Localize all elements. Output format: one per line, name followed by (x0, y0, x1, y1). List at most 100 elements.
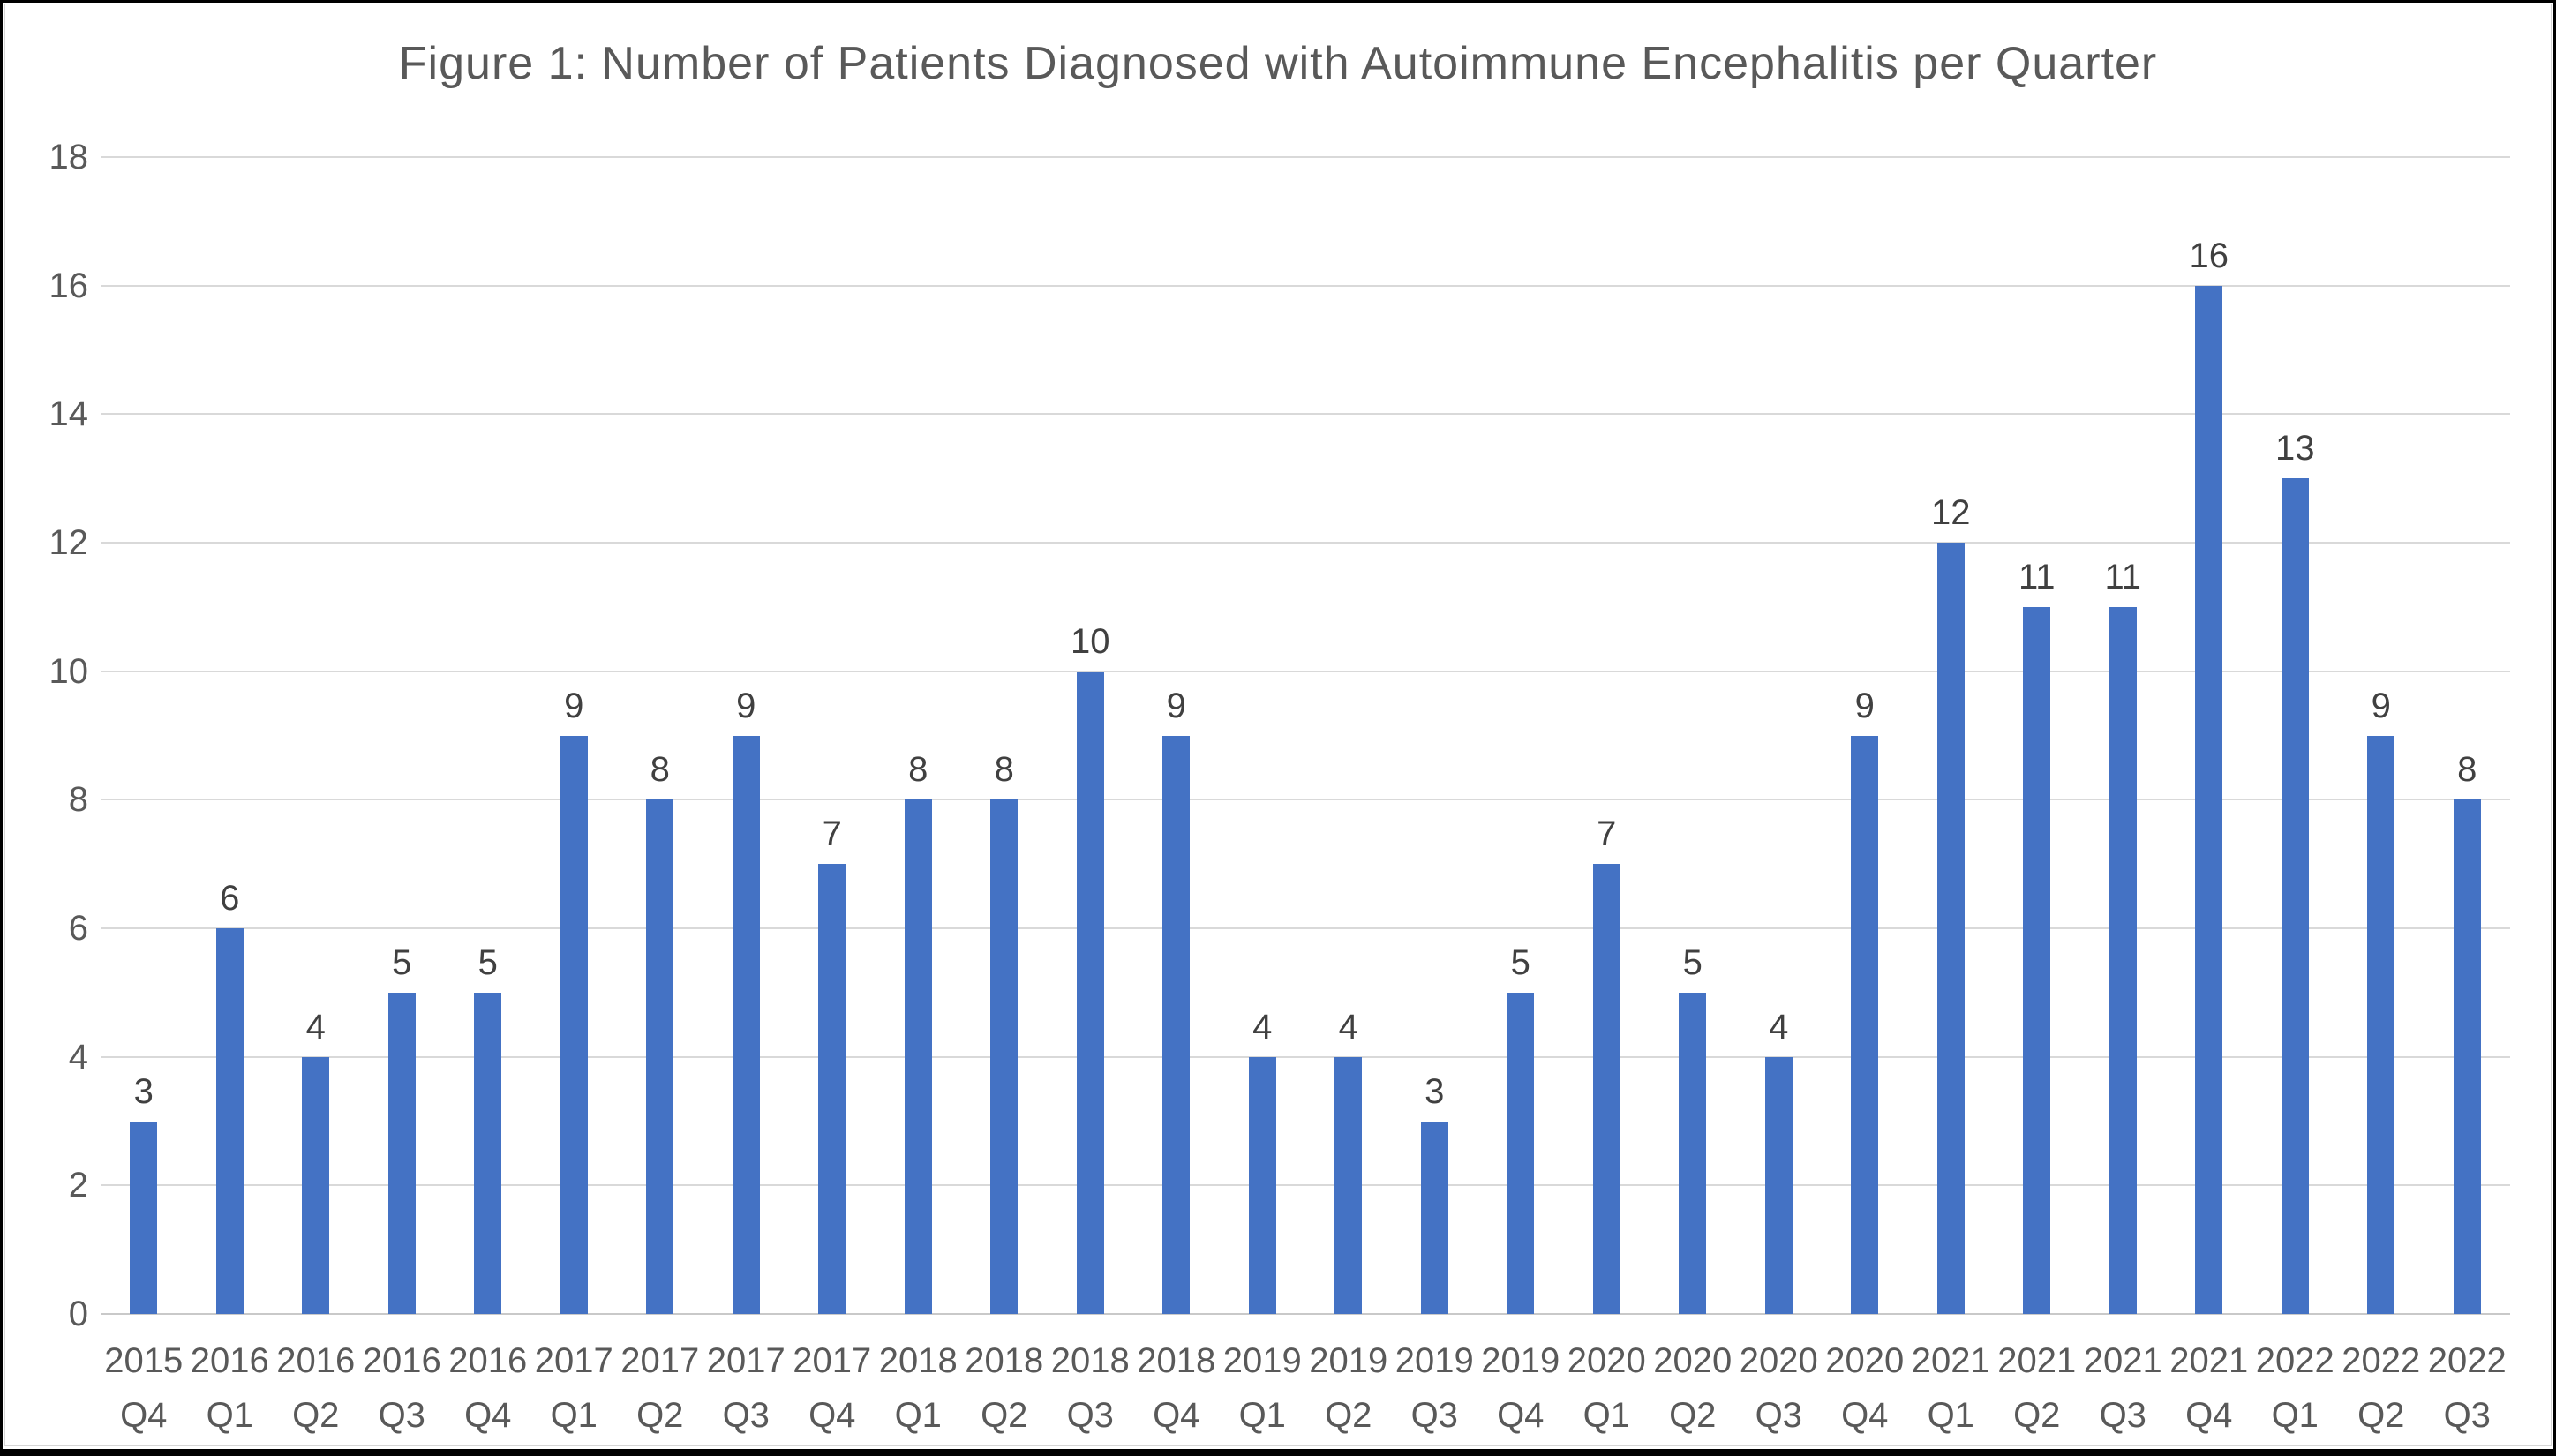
x-axis-category-label: 2021 Q2 (1994, 1314, 2080, 1443)
data-label-2019-q2: 4 (1338, 1007, 1358, 1047)
gridline (101, 542, 2510, 544)
x-label-quarter: Q4 (1841, 1396, 1889, 1435)
x-label-year: 2020 (1653, 1341, 1733, 1380)
data-label-2020-q4: 9 (1854, 686, 1875, 725)
x-axis-category-label: 2021 Q4 (2166, 1314, 2252, 1443)
x-axis: 2015 Q4 2016 Q1 2016 Q2 2016 Q3 2016 Q4 2017 Q1 2017… (101, 1314, 2510, 1446)
data-label-2019-q3: 3 (1425, 1071, 1445, 1111)
bar-2019-q3 (1420, 1121, 1448, 1314)
x-label-year: 2016 (448, 1341, 528, 1380)
data-label-2020-q3: 4 (1769, 1007, 1789, 1047)
x-axis-category-label: 2016 Q3 (359, 1314, 446, 1443)
x-axis-baseline (101, 1313, 2510, 1315)
data-label-2018-q4: 9 (1166, 686, 1186, 725)
bar-2016-q1 (215, 928, 244, 1314)
x-axis-category-label: 2022 Q1 (2252, 1314, 2339, 1443)
x-label-year: 2018 (965, 1341, 1044, 1380)
x-label-quarter: Q4 (1497, 1396, 1545, 1435)
y-axis-tick-label: 4 (68, 1037, 88, 1077)
x-label-year: 2019 (1222, 1341, 1302, 1380)
x-label-quarter: Q2 (2013, 1396, 2061, 1435)
data-label-2022-q1: 13 (2275, 429, 2315, 469)
x-label-year: 2020 (1825, 1341, 1905, 1380)
x-axis-category-label: 2020 Q2 (1650, 1314, 1736, 1443)
bar-2020-q3 (1764, 1056, 1793, 1314)
chart-title: Figure 1: Number of Patients Diagnosed w… (398, 38, 2158, 89)
x-label-quarter: Q2 (1669, 1396, 1717, 1435)
x-label-year: 2022 (2342, 1341, 2421, 1380)
x-label-quarter: Q3 (1755, 1396, 1802, 1435)
x-label-quarter: Q2 (2357, 1396, 2405, 1435)
x-label-quarter: Q3 (1410, 1396, 1458, 1435)
x-label-year: 2016 (276, 1341, 356, 1380)
y-axis-tick-label: 14 (49, 394, 89, 434)
x-label-year: 2020 (1739, 1341, 1818, 1380)
x-axis-category-label: 2016 Q4 (445, 1314, 531, 1443)
bar-2017-q2 (646, 799, 674, 1314)
x-label-year: 2015 (104, 1341, 184, 1380)
x-label-quarter: Q3 (378, 1396, 425, 1435)
data-label-2016-q2: 4 (305, 1007, 326, 1047)
data-label-2017-q4: 7 (822, 814, 842, 854)
x-label-quarter: Q3 (2099, 1396, 2146, 1435)
x-label-quarter: Q2 (636, 1396, 684, 1435)
x-label-quarter: Q2 (981, 1396, 1028, 1435)
data-label-2022-q2: 9 (2371, 686, 2391, 725)
y-axis-tick-label: 8 (68, 780, 88, 820)
y-axis: 0 2 4 6 8 10 12 14 16 18 (0, 0, 89, 1456)
data-label-2021-q4: 16 (2189, 236, 2229, 275)
data-label-2019-q1: 4 (1252, 1007, 1273, 1047)
x-axis-category-label: 2016 Q1 (187, 1314, 274, 1443)
x-label-year: 2021 (2083, 1341, 2162, 1380)
x-label-quarter: Q4 (464, 1396, 512, 1435)
bar-2021-q1 (1936, 543, 1965, 1314)
x-axis-category-label: 2019 Q4 (1477, 1314, 1564, 1443)
x-axis-category-label: 2017 Q1 (531, 1314, 618, 1443)
x-label-quarter: Q4 (1153, 1396, 1200, 1435)
data-label-2016-q4: 5 (477, 942, 498, 982)
x-axis-category-label: 2017 Q4 (789, 1314, 876, 1443)
bar-2020-q2 (1679, 992, 1707, 1314)
x-axis-category-label: 2019 Q3 (1392, 1314, 1478, 1443)
bar-2016-q3 (387, 992, 416, 1314)
data-label-2017-q3: 9 (736, 686, 756, 725)
x-label-year: 2016 (362, 1341, 441, 1380)
x-label-year: 2021 (2169, 1341, 2249, 1380)
x-axis-category-label: 2017 Q3 (703, 1314, 790, 1443)
bar-2018-q4 (1162, 735, 1191, 1314)
bar-2021-q2 (2023, 606, 2051, 1314)
bar-2019-q2 (1334, 1056, 1363, 1314)
x-label-quarter: Q1 (1927, 1396, 1974, 1435)
x-label-year: 2022 (2427, 1341, 2507, 1380)
data-label-2018-q2: 8 (994, 750, 1014, 790)
x-axis-category-label: 2020 Q1 (1564, 1314, 1650, 1443)
data-label-2017-q2: 8 (650, 750, 670, 790)
x-axis-category-label: 2020 Q3 (1736, 1314, 1823, 1443)
bar-2019-q1 (1248, 1056, 1276, 1314)
bar-2017-q4 (818, 864, 846, 1314)
y-axis-tick-label: 10 (49, 651, 89, 691)
x-label-year: 2020 (1567, 1341, 1646, 1380)
x-label-year: 2016 (190, 1341, 269, 1380)
x-label-quarter: Q1 (206, 1396, 253, 1435)
bar-2017-q1 (560, 735, 588, 1314)
gridline (101, 156, 2510, 158)
x-label-year: 2018 (1137, 1341, 1216, 1380)
x-label-quarter: Q2 (292, 1396, 340, 1435)
x-label-year: 2021 (1911, 1341, 1990, 1380)
bar-2022-q3 (2453, 799, 2481, 1314)
bar-2021-q4 (2195, 285, 2223, 1314)
bar-2018-q2 (990, 799, 1019, 1314)
data-label-2020-q2: 5 (1682, 942, 1703, 982)
x-axis-category-label: 2018 Q1 (876, 1314, 962, 1443)
data-label-2020-q1: 7 (1597, 814, 1617, 854)
x-label-year: 2017 (534, 1341, 613, 1380)
x-label-year: 2021 (1997, 1341, 2077, 1380)
bar-2018-q1 (904, 799, 932, 1314)
x-axis-category-label: 2022 Q3 (2424, 1314, 2511, 1443)
x-axis-category-label: 2019 Q2 (1305, 1314, 1392, 1443)
x-axis-category-label: 2022 Q2 (2338, 1314, 2424, 1443)
x-axis-category-label: 2018 Q3 (1048, 1314, 1134, 1443)
x-axis-category-label: 2019 Q1 (1220, 1314, 1306, 1443)
